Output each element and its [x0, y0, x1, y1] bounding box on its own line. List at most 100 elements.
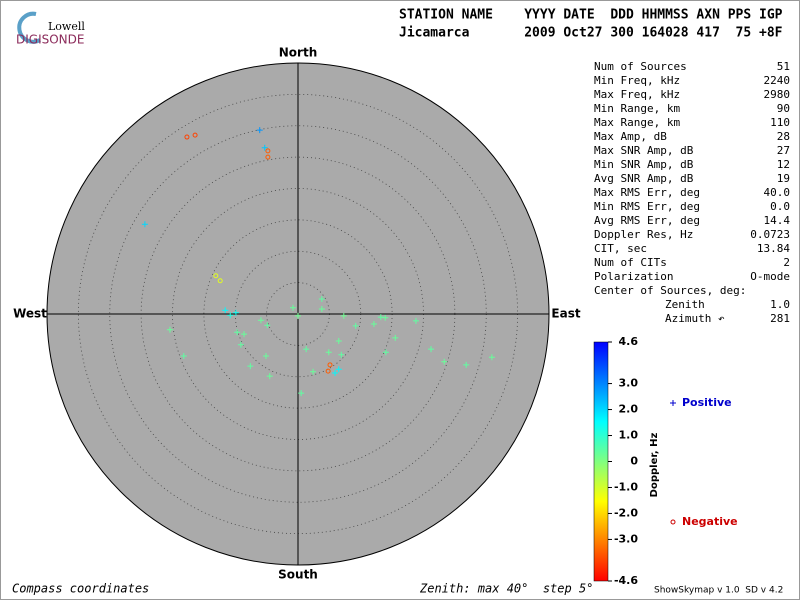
source-positive — [264, 322, 271, 329]
stat-value: 110 — [770, 116, 790, 129]
source-positive — [234, 329, 241, 336]
source-negative — [217, 278, 223, 284]
colorbar-tick-label: -2.0 — [614, 506, 638, 519]
stat-label: Min Range, km — [594, 102, 680, 115]
source-positive — [310, 368, 317, 375]
source-positive — [335, 366, 342, 373]
logo-bottom: DIGISONDE — [16, 33, 84, 47]
stat-value: 51 — [777, 60, 790, 73]
source-positive — [256, 127, 263, 134]
footer-left: Compass coordinates — [12, 582, 149, 596]
colorbar-label: Doppler, Hz — [649, 433, 660, 498]
logo-arc — [17, 11, 41, 44]
stat-label: Min RMS Err, deg — [594, 200, 700, 213]
stat-label: Doppler Res, Hz — [594, 228, 693, 241]
direction-label: North — [279, 46, 317, 60]
stat-label: CIT, sec — [594, 242, 647, 255]
stat-value: 13.84 — [757, 242, 790, 255]
logo-top: Lowell — [48, 20, 85, 33]
stat-value: 90 — [777, 102, 790, 115]
source-positive — [382, 349, 389, 356]
source-negative — [184, 134, 190, 140]
legend-marker — [670, 519, 676, 525]
source-positive — [338, 351, 345, 358]
direction-label: West — [13, 307, 47, 321]
source-negative — [213, 273, 219, 279]
stat-label: Max RMS Err, deg — [594, 186, 700, 199]
source-positive — [295, 312, 301, 319]
colorbar-tick-label: 1.0 — [619, 429, 639, 442]
stat-value: 40.0 — [764, 186, 791, 199]
source-positive — [352, 322, 359, 329]
stat-label: Max Freq, kHz — [594, 88, 680, 101]
stat-label: Num of Sources — [594, 60, 687, 73]
source-negative — [265, 154, 271, 160]
colorbar — [593, 341, 609, 582]
footer-middle: Zenith: max 40° step 5° — [419, 582, 593, 596]
colorbar-tick-label: 4.6 — [619, 335, 639, 348]
colorbar-tick-label: 0 — [630, 455, 638, 468]
direction-label: East — [551, 307, 580, 321]
source-positive — [377, 314, 384, 321]
source-positive — [318, 295, 325, 302]
stat-value: O-mode — [750, 270, 790, 283]
source-positive — [325, 349, 332, 356]
stat-value: 281 — [770, 312, 790, 325]
stat-label: Min Freq, kHz — [594, 74, 680, 87]
stat-label: Azimuth ↶ — [665, 312, 725, 325]
source-negative — [192, 132, 198, 138]
colorbar-tick-label: -3.0 — [614, 532, 638, 545]
source-positive — [227, 312, 234, 319]
source-positive — [257, 317, 264, 324]
source-negative — [327, 362, 333, 368]
stat-label: Min SNR Amp, dB — [594, 158, 694, 171]
source-positive — [303, 346, 310, 353]
stat-value: 2240 — [764, 74, 791, 87]
source-positive — [441, 358, 448, 365]
source-positive — [232, 309, 239, 316]
source-positive — [237, 341, 244, 348]
source-positive — [428, 346, 435, 353]
stat-value: 19 — [777, 172, 790, 185]
source-negative — [325, 368, 331, 374]
source-positive — [262, 353, 269, 360]
stat-value: 28 — [777, 130, 790, 143]
colorbar-tick-label: -4.6 — [614, 574, 638, 587]
footer-right: ShowSkymap v 1.0 SD v 4.2 — [654, 586, 783, 596]
stat-value: 2980 — [764, 88, 791, 101]
stat-label: Max SNR Amp, dB — [594, 144, 694, 157]
header-line: STATION NAME YYYY DATE DDD HHMMSS AXN PP… — [399, 8, 783, 23]
direction-label: South — [278, 568, 318, 582]
stat-label: Num of CITs — [594, 256, 667, 269]
stat-value: 12 — [777, 158, 790, 171]
source-positive — [241, 331, 248, 338]
stat-label: Avg RMS Err, deg — [594, 214, 700, 227]
stat-label: Center of Sources, deg: — [594, 284, 746, 297]
source-positive — [382, 314, 389, 321]
source-positive — [141, 221, 148, 228]
legend-label: Negative — [682, 515, 738, 528]
source-positive — [370, 321, 377, 328]
source-positive — [261, 144, 268, 151]
source-positive — [335, 337, 342, 344]
header-line: Jicamarca 2009 Oct27 300 164028 417 75 +… — [399, 26, 783, 41]
source-positive — [318, 305, 325, 312]
source-positive — [266, 373, 273, 380]
source-positive — [247, 363, 254, 370]
source-positive — [488, 354, 495, 361]
stat-label: Max Range, km — [594, 116, 680, 129]
stat-label: Avg SNR Amp, dB — [594, 172, 694, 185]
source-positive — [180, 353, 187, 360]
source-positive — [340, 312, 347, 319]
source-negative — [265, 148, 271, 154]
source-positive — [463, 361, 470, 368]
source-positive — [412, 317, 419, 324]
colorbar-tick-label: -1.0 — [614, 480, 638, 493]
stat-value: 2 — [783, 256, 790, 269]
legend-label: Positive — [682, 396, 732, 409]
colorbar-tick-label: 2.0 — [619, 403, 639, 416]
source-positive — [166, 326, 173, 333]
source-positive — [289, 304, 296, 311]
stat-value: 0.0 — [770, 200, 790, 213]
